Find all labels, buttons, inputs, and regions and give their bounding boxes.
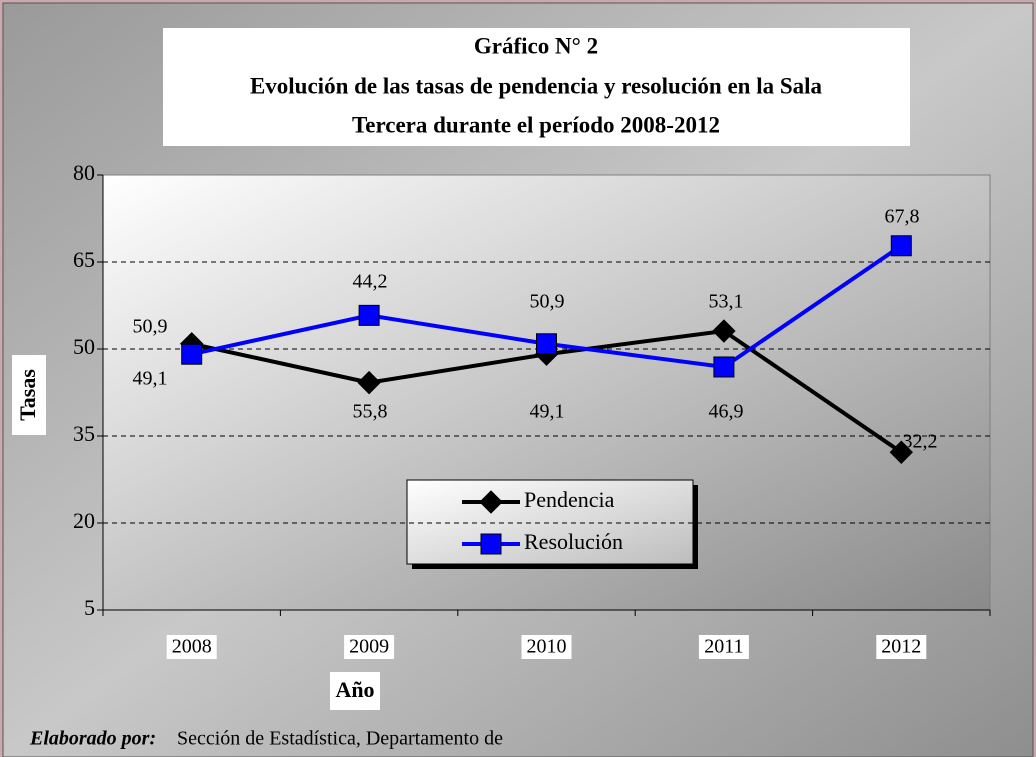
y-tick-label: 65 — [73, 247, 95, 272]
data-label: 50,9 — [530, 291, 565, 313]
legend — [406, 479, 698, 569]
x-tick-box — [698, 635, 749, 659]
legend-marker — [480, 533, 502, 555]
data-label: 67,8 — [885, 206, 920, 228]
x-tick-box — [876, 635, 927, 659]
data-label: 44,2 — [353, 271, 388, 293]
x-tick-box — [344, 635, 395, 659]
y-title-box — [12, 355, 46, 435]
y-tick-label: 80 — [73, 160, 95, 185]
data-point — [536, 333, 557, 355]
data-point — [358, 304, 380, 326]
x-axis-title: Año — [335, 677, 374, 702]
chart-title: Tercera durante el período 2008-2012 — [352, 112, 720, 137]
footer-text: Sección de Estadística, Departamento de — [177, 728, 503, 750]
x-tick-label: 2009 — [349, 636, 389, 658]
data-label: 32,2 — [903, 431, 938, 453]
x-tick-box — [166, 635, 217, 659]
data-label: 49,1 — [133, 368, 168, 390]
x-tick-label: 2010 — [527, 636, 567, 658]
x-tick-label: 2011 — [704, 636, 743, 658]
x-tick-box — [521, 635, 572, 659]
data-point — [889, 440, 914, 464]
data-point — [713, 356, 735, 378]
data-label: 53,1 — [709, 291, 744, 313]
legend-label: Resolución — [524, 529, 623, 554]
chart-title: Evolución de las tasas de pendencia y re… — [250, 73, 823, 98]
data-label: 49,1 — [530, 401, 565, 423]
data-point — [712, 319, 736, 343]
title-box — [163, 28, 910, 146]
y-tick-label: 35 — [73, 421, 95, 446]
data-label: 50,9 — [133, 316, 168, 338]
footer-label: Elaborado por: — [29, 728, 156, 750]
legend-marker — [479, 490, 503, 514]
y-tick-label: 5 — [84, 595, 95, 620]
data-label: 55,8 — [353, 401, 388, 423]
x-title-box — [330, 672, 380, 710]
y-tick-label: 20 — [73, 508, 95, 533]
y-tick-label: 50 — [73, 334, 95, 359]
x-tick-label: 2008 — [172, 636, 212, 658]
x-tick-label: 2012 — [881, 636, 921, 658]
legend-box — [406, 479, 694, 565]
chart-title: Gráfico N° 2 — [474, 33, 598, 58]
data-point — [890, 235, 912, 257]
data-point — [357, 370, 381, 395]
y-axis-title: Tasas — [15, 369, 40, 421]
data-point — [181, 343, 203, 365]
legend-label: Pendencia — [524, 487, 615, 512]
data-label: 46,9 — [709, 401, 744, 423]
